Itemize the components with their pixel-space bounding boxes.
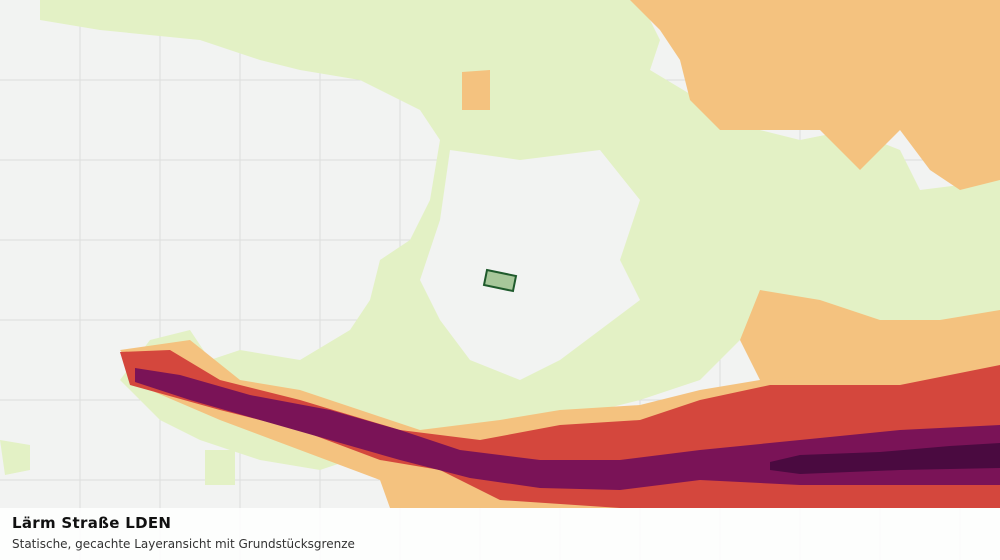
- quiet-area: [420, 150, 640, 380]
- map-title: Lärm Straße LDEN: [12, 514, 172, 532]
- parcel-boundary: [482, 268, 518, 293]
- noise-zone-extreme: [770, 443, 1000, 474]
- noise-zone-low: [0, 440, 30, 475]
- noise-zone-medium: [740, 290, 1000, 390]
- noise-zone-low: [205, 450, 235, 485]
- map-subtitle: Statische, gecachte Layeransicht mit Gru…: [12, 537, 355, 551]
- noise-zone-medium: [462, 70, 490, 110]
- caption-bar: Lärm Straße LDEN Statische, gecachte Lay…: [0, 508, 1000, 560]
- noise-zone-medium: [630, 0, 1000, 190]
